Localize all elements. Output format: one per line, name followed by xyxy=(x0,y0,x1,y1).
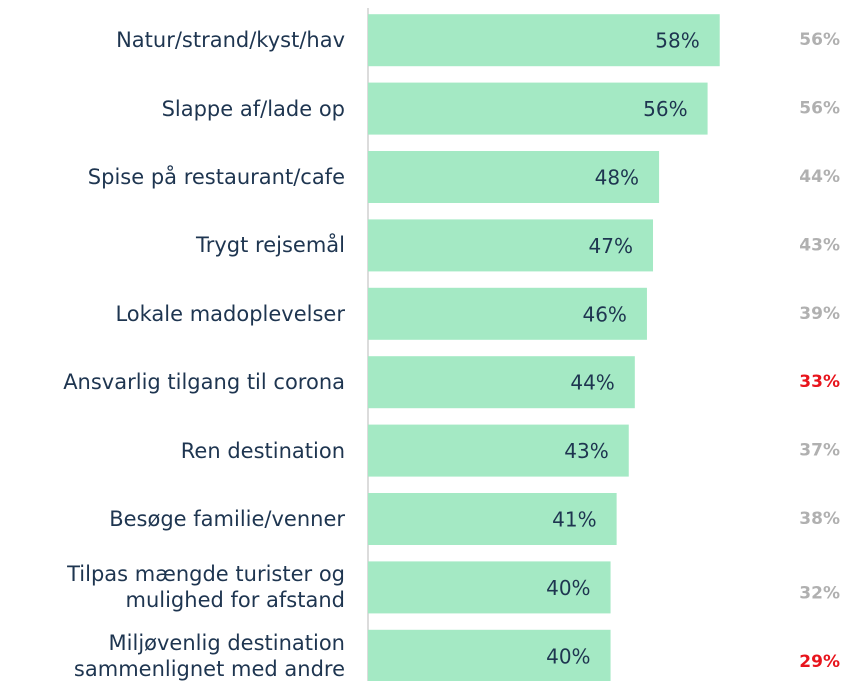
value-label: 44% xyxy=(570,371,614,395)
value-label: 43% xyxy=(564,439,608,463)
category-label: Slappe af/lade op xyxy=(161,96,345,121)
bar xyxy=(368,14,720,67)
value-label: 56% xyxy=(643,97,687,121)
category-label: Lokale madoplevelser xyxy=(115,301,345,326)
category-label: Besøge familie/venner xyxy=(109,507,345,531)
category-label: Ren destination xyxy=(180,438,345,463)
category-label: Spise på restaurant/cafe xyxy=(87,165,345,189)
category-label: Ansvarlig tilgang til corona xyxy=(63,370,345,395)
category-label: Miljøvenlig destination sammenlignet med… xyxy=(73,630,345,681)
bar xyxy=(368,561,611,614)
bar xyxy=(368,629,611,681)
comparison-label: 38% xyxy=(799,509,840,529)
comparison-label: 29% xyxy=(799,652,840,672)
comparison-label: 32% xyxy=(799,583,840,603)
value-label: 41% xyxy=(552,508,596,532)
comparison-label: 44% xyxy=(799,167,840,187)
value-label: 40% xyxy=(546,644,590,668)
value-label: 47% xyxy=(589,234,633,258)
bar xyxy=(368,356,635,409)
comparison-label: 43% xyxy=(799,235,840,255)
value-label: 58% xyxy=(655,29,699,53)
comparison-label: 39% xyxy=(799,304,840,324)
bar xyxy=(368,493,617,545)
comparison-label: 37% xyxy=(799,441,840,461)
bar xyxy=(368,287,647,340)
bar xyxy=(368,151,660,203)
comparison-label: 56% xyxy=(799,99,840,119)
bar xyxy=(368,219,654,272)
category-label: Natur/strand/kyst/hav xyxy=(116,28,345,53)
comparison-label: 33% xyxy=(799,372,840,392)
value-label: 48% xyxy=(595,166,639,190)
value-label: 40% xyxy=(546,576,590,600)
category-label: Tilpas mængde turister og mulighed for a… xyxy=(67,562,345,613)
value-label: 46% xyxy=(582,302,626,326)
category-label: Trygt rejsemål xyxy=(196,233,345,258)
bar xyxy=(368,82,708,135)
bar xyxy=(368,424,629,477)
comparison-label: 56% xyxy=(799,30,840,50)
